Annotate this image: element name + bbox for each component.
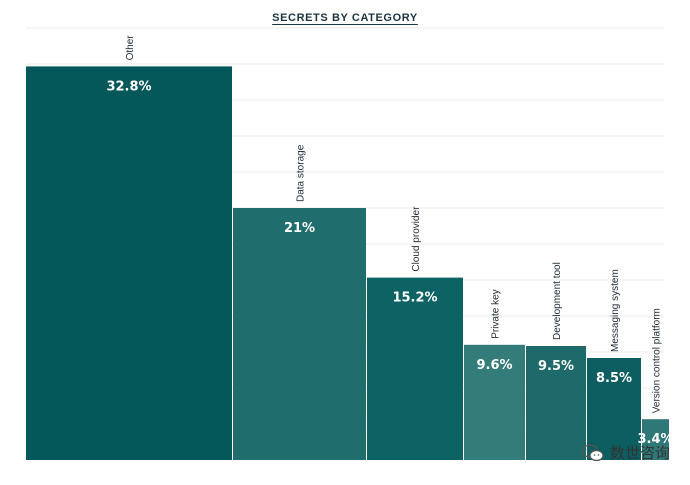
bar <box>233 208 366 460</box>
bar-value-label: 3.4% <box>637 432 673 447</box>
bar-value-label: 21% <box>284 221 315 236</box>
bar-value-label: 32.8% <box>106 79 151 94</box>
watermark: 数世咨询 <box>581 442 670 463</box>
category-label: Messaging system <box>610 269 621 352</box>
category-label: Version control platform <box>652 308 663 413</box>
chart-title: SECRETS BY CATEGORY <box>272 12 418 24</box>
bar-value-label: 9.5% <box>538 359 574 374</box>
category-label: Private key <box>491 289 502 338</box>
bar <box>587 358 641 460</box>
bar-value-label: 8.5% <box>596 371 632 386</box>
category-label: Development tool <box>552 262 563 340</box>
category-label: Other <box>125 35 136 61</box>
watermark-text: 数世咨询 <box>609 444 670 462</box>
category-label: Data storage <box>296 144 307 202</box>
category-label: Cloud provider <box>411 206 422 272</box>
bar <box>26 66 232 461</box>
bar <box>526 346 586 460</box>
bar <box>642 419 669 460</box>
bar-value-label: 9.6% <box>476 358 512 373</box>
bar <box>367 277 463 460</box>
bar <box>464 344 525 460</box>
wechat-icon <box>581 443 604 461</box>
bar-value-label: 15.2% <box>392 291 437 306</box>
